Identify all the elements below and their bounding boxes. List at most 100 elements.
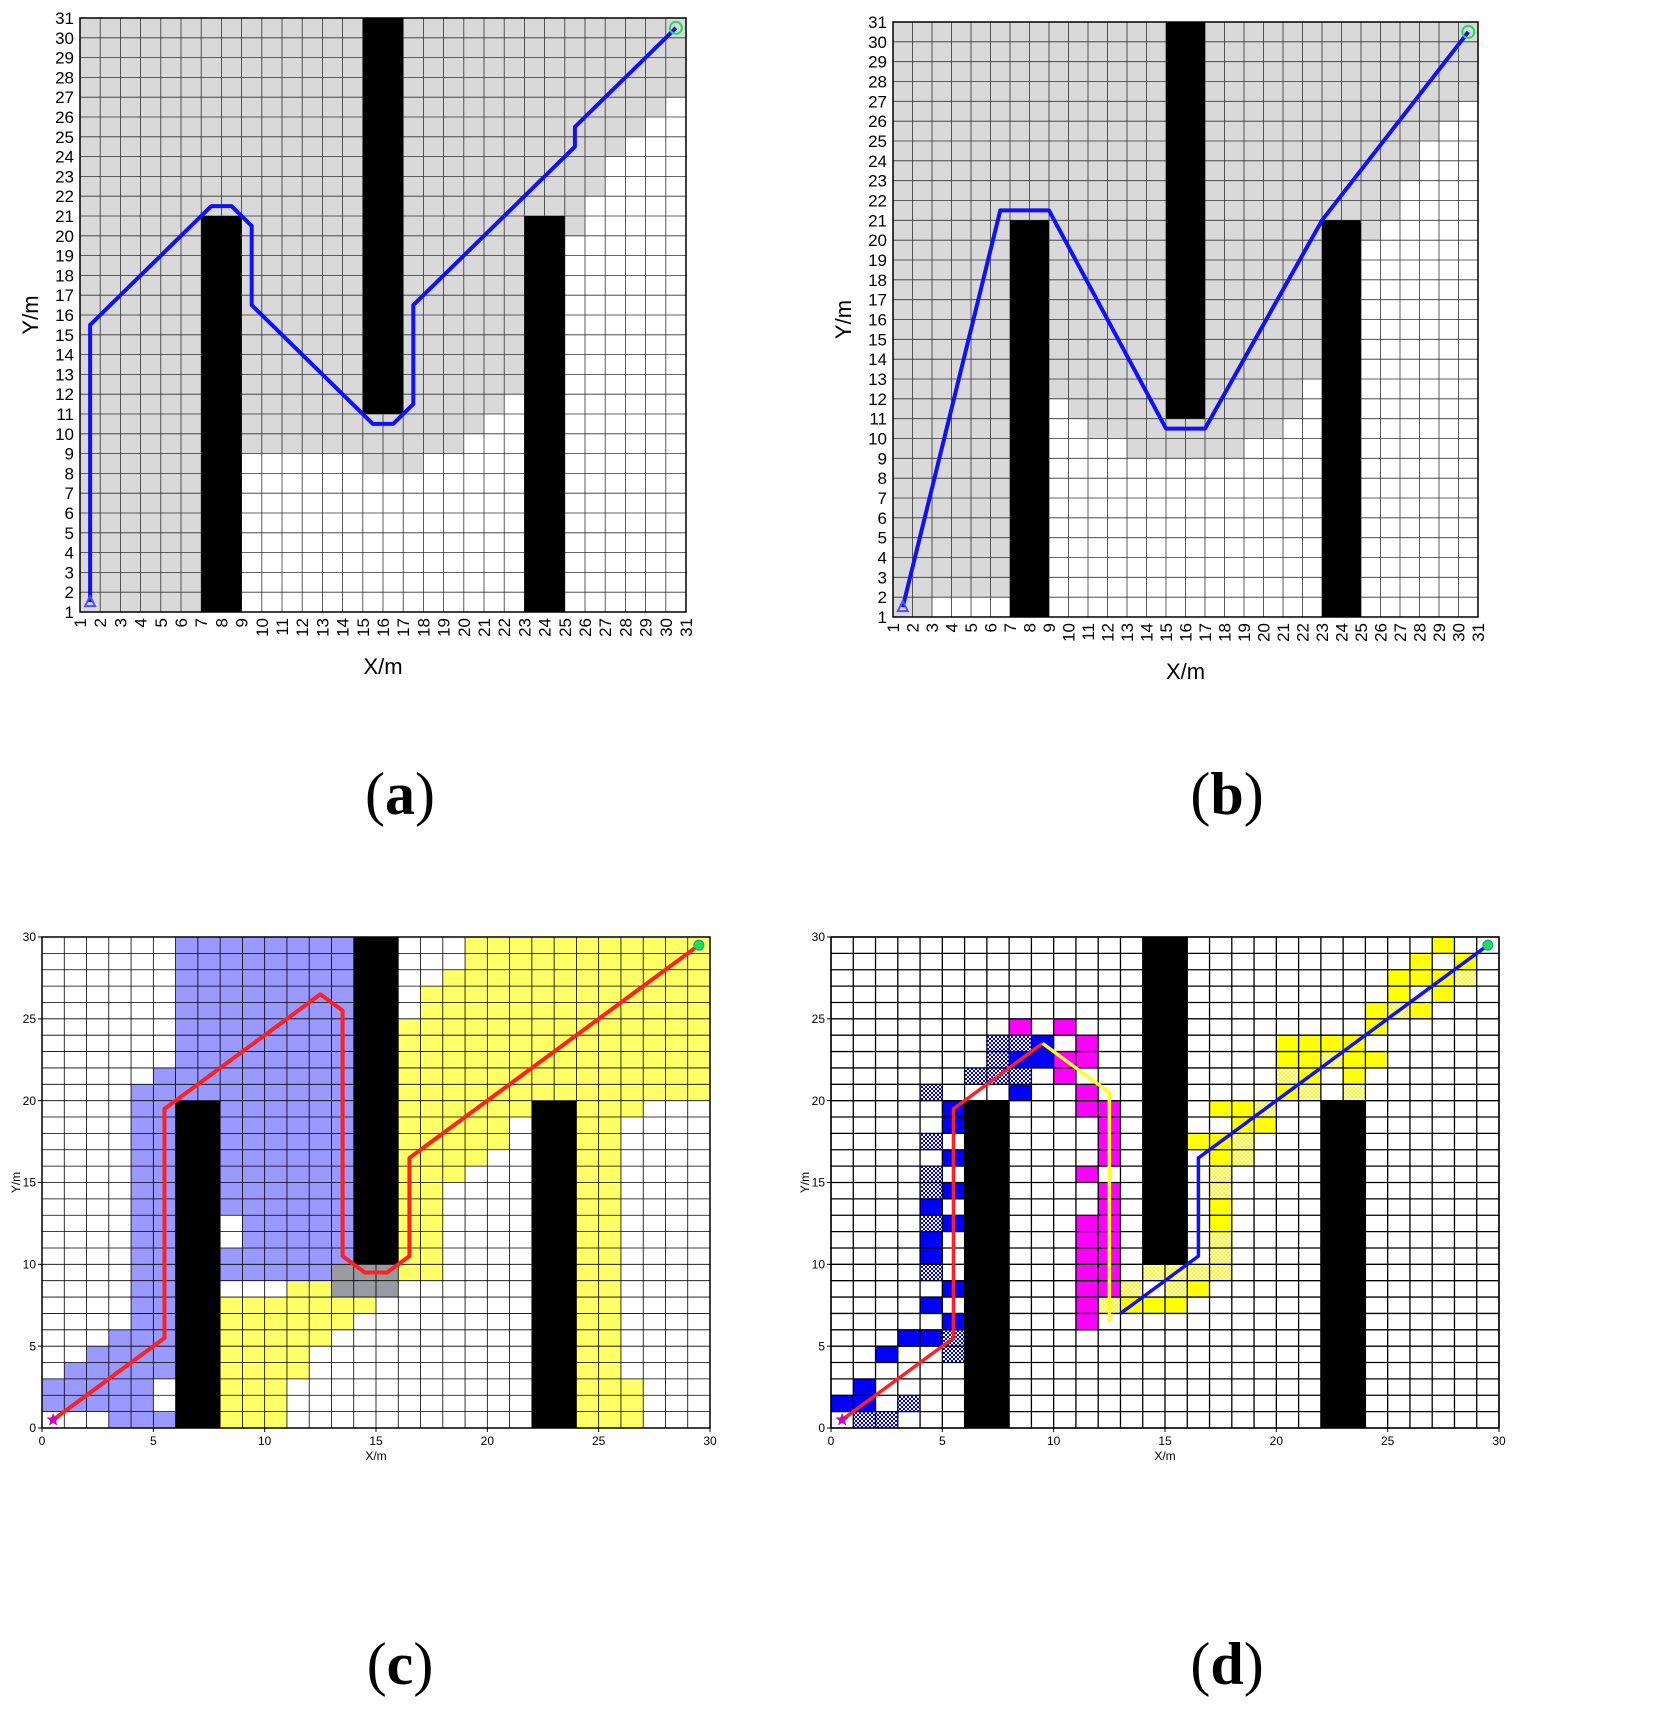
- y-tick-label: 22: [55, 187, 74, 206]
- x-tick-label: 22: [495, 618, 514, 637]
- blue-cell: [920, 1231, 943, 1248]
- x-tick-label: 18: [414, 618, 433, 637]
- yellow-hatched-cell: [1298, 1084, 1321, 1101]
- x-tick-label: 5: [150, 1434, 157, 1448]
- magenta-cell: [1075, 1051, 1099, 1068]
- yellow-hatched-cell: [1343, 1084, 1366, 1101]
- y-axis-label: Y/m: [798, 1172, 812, 1193]
- explored-cell-region: [912, 22, 1166, 42]
- x-tick-label: 23: [1313, 623, 1332, 642]
- x-tick-label: 4: [132, 618, 151, 627]
- obstacle-wall: [524, 216, 565, 612]
- y-tick-label: 12: [868, 390, 887, 409]
- explored-cell-region: [912, 41, 1166, 62]
- x-tick-label: 25: [1352, 623, 1371, 642]
- explored-cell-region: [1361, 220, 1381, 241]
- yellow-search-region: [220, 1411, 287, 1428]
- explored-cell-region: [403, 196, 585, 216]
- y-tick-label: 2: [65, 583, 74, 602]
- blue-cell: [920, 1297, 943, 1314]
- blue-hatched-cell: [920, 1166, 943, 1183]
- start-marker: [835, 1412, 849, 1426]
- blue-cell: [831, 1395, 854, 1412]
- yellow-cell: [1432, 986, 1455, 1003]
- x-tick-label: 20: [481, 1434, 495, 1448]
- explored-cell-region: [564, 216, 585, 236]
- magenta-cell: [1009, 1018, 1032, 1036]
- y-axis-label: Y/m: [9, 1172, 23, 1193]
- blue-hatched-cell: [875, 1411, 898, 1428]
- y-tick-label: 3: [878, 568, 887, 587]
- yellow-cell: [1209, 1215, 1232, 1232]
- x-tick-label: 13: [1118, 623, 1137, 642]
- y-tick-label: 21: [55, 207, 74, 226]
- y-tick-label: 23: [868, 172, 887, 191]
- y-tick-label: 20: [868, 231, 887, 250]
- magenta-cell: [1075, 1166, 1099, 1183]
- panel-label-c: (c): [366, 1631, 434, 1697]
- explored-cell-region: [912, 180, 1166, 201]
- y-tick-label: 1: [65, 603, 74, 622]
- y-tick-label: 23: [55, 167, 74, 186]
- y-tick-label: 30: [812, 930, 826, 944]
- obstacle-wall: [1142, 937, 1188, 1265]
- x-tick-label: 15: [369, 1434, 383, 1448]
- explored-cell-region: [912, 260, 1010, 280]
- x-tick-label: 22: [1294, 623, 1313, 642]
- y-tick-label: 4: [65, 544, 74, 563]
- x-tick-label: 31: [1469, 623, 1488, 642]
- x-tick-label: 2: [904, 623, 923, 632]
- y-tick-label: 8: [65, 464, 74, 483]
- yellow-search-region: [465, 937, 710, 954]
- yellow-hatched-cell: [1231, 1133, 1255, 1150]
- y-tick-label: 0: [818, 1421, 825, 1435]
- obstacle-wall: [362, 18, 404, 414]
- x-tick-label: 30: [657, 618, 676, 637]
- blue-hatched-cell: [853, 1411, 876, 1428]
- magenta-cell: [1075, 1215, 1099, 1232]
- blue-cell: [897, 1329, 921, 1347]
- x-tick-label: 0: [828, 1434, 835, 1448]
- magenta-cell: [1053, 1067, 1076, 1085]
- start-marker: [896, 598, 910, 613]
- yellow-search-region: [398, 1166, 466, 1183]
- yellow-cell: [1320, 1035, 1344, 1052]
- x-tick-label: 5: [152, 618, 171, 627]
- yellow-hatched-cell: [1231, 1149, 1255, 1167]
- x-tick-label: 15: [1158, 1434, 1172, 1448]
- y-tick-label: 5: [65, 524, 74, 543]
- y-tick-label: 28: [55, 68, 74, 87]
- yellow-cell: [1409, 969, 1433, 987]
- blue-hatched-cell: [920, 1215, 943, 1232]
- chart-c: 0 5 10 15 20 25 30 0 5 10 15 20 25 30 X/m Y/m: [9, 930, 717, 1463]
- x-tick-label: 10: [253, 618, 272, 637]
- y-tick-label: 13: [55, 365, 74, 384]
- yellow-cell: [1276, 1051, 1299, 1068]
- obstacle-wall: [1010, 220, 1049, 618]
- x-tick-label: 9: [233, 618, 252, 627]
- yellow-cell: [1298, 1035, 1321, 1052]
- yellow-cell: [1365, 1051, 1388, 1068]
- blue-hatched-cell: [920, 1084, 943, 1101]
- x-tick-label: 6: [172, 618, 191, 627]
- x-axis-label: X/m: [1166, 659, 1205, 684]
- y-tick-label: 15: [812, 1176, 826, 1190]
- explored-cell-region: [912, 418, 1010, 439]
- x-tick-label: 7: [1001, 623, 1020, 632]
- y-tick-label: 20: [812, 1094, 826, 1108]
- purple-search-region: [108, 1411, 176, 1428]
- path-line: [51, 943, 701, 1422]
- blue-cell: [853, 1378, 876, 1396]
- purple-search-region: [42, 1395, 154, 1412]
- blue-cell: [1009, 1084, 1032, 1101]
- yellow-cell: [1209, 1100, 1232, 1118]
- yellow-cell: [1276, 1035, 1299, 1052]
- path-segment-yellow: [1041, 1041, 1112, 1322]
- yellow-hatched-cell: [1209, 1264, 1232, 1281]
- x-tick-label: 25: [1381, 1434, 1395, 1448]
- x-tick-label: 30: [1450, 623, 1469, 642]
- y-tick-label: 22: [868, 191, 887, 210]
- y-tick-label: 24: [868, 152, 887, 171]
- y-tick-label: 13: [868, 370, 887, 389]
- y-tick-label: 19: [55, 247, 74, 266]
